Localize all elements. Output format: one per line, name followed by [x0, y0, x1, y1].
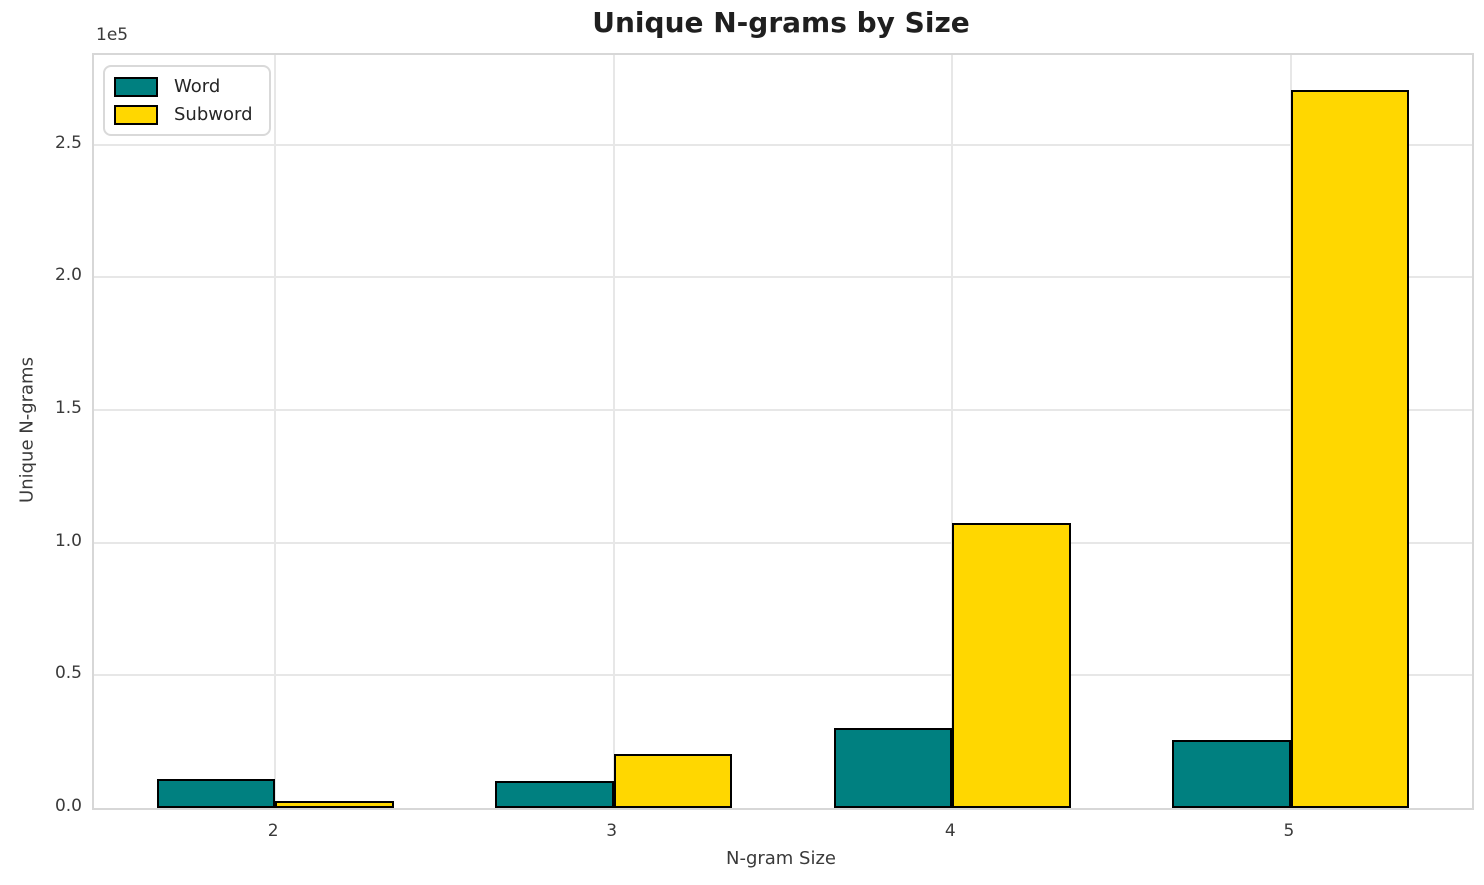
y-gridline: [94, 409, 1472, 411]
y-gridline: [94, 541, 1472, 544]
bar-word-5: [1172, 740, 1291, 808]
x-tick-label: 5: [1283, 821, 1295, 841]
x-gridline: [612, 55, 615, 808]
plot-area: Word Subword: [92, 53, 1474, 810]
y-gridline: [94, 276, 1472, 279]
x-tick-label: 4: [944, 821, 956, 841]
y-gridline: [94, 674, 1472, 677]
legend-swatch-subword: [114, 104, 158, 125]
y-axis-label: Unique N-grams: [16, 357, 38, 503]
legend-swatch-word: [114, 76, 158, 97]
y-tick-label: 0.5: [54, 663, 82, 684]
x-axis-label: N-gram Size: [725, 848, 837, 869]
x-gridline: [274, 55, 277, 808]
bar-subword-3: [613, 753, 733, 808]
chart-title: Unique N-grams by Size: [592, 6, 970, 39]
bar-word-4: [833, 728, 953, 808]
y-axis-offset-label: 1e5: [96, 25, 129, 45]
x-tick-label: 2: [267, 821, 279, 841]
bar-subword-5: [1290, 90, 1410, 808]
legend-item-word: Word: [114, 76, 253, 97]
x-tick-label: 3: [606, 821, 618, 841]
x-gridline: [951, 55, 954, 808]
y-tick-label: 1.0: [54, 530, 82, 551]
bar-subword-2: [275, 801, 394, 808]
bar-word-2: [156, 778, 276, 808]
legend-label-subword: Subword: [174, 104, 253, 125]
y-tick-label: 0.0: [54, 796, 82, 816]
legend-label-word: Word: [174, 76, 221, 97]
legend: Word Subword: [103, 65, 271, 136]
y-tick-label: 1.5: [54, 398, 82, 418]
bar-subword-4: [952, 522, 1071, 808]
y-tick-label: 2.0: [54, 265, 82, 286]
bar-word-3: [495, 781, 614, 808]
y-gridline: [94, 143, 1472, 146]
legend-item-subword: Subword: [114, 104, 253, 125]
y-tick-label: 2.5: [54, 132, 82, 153]
